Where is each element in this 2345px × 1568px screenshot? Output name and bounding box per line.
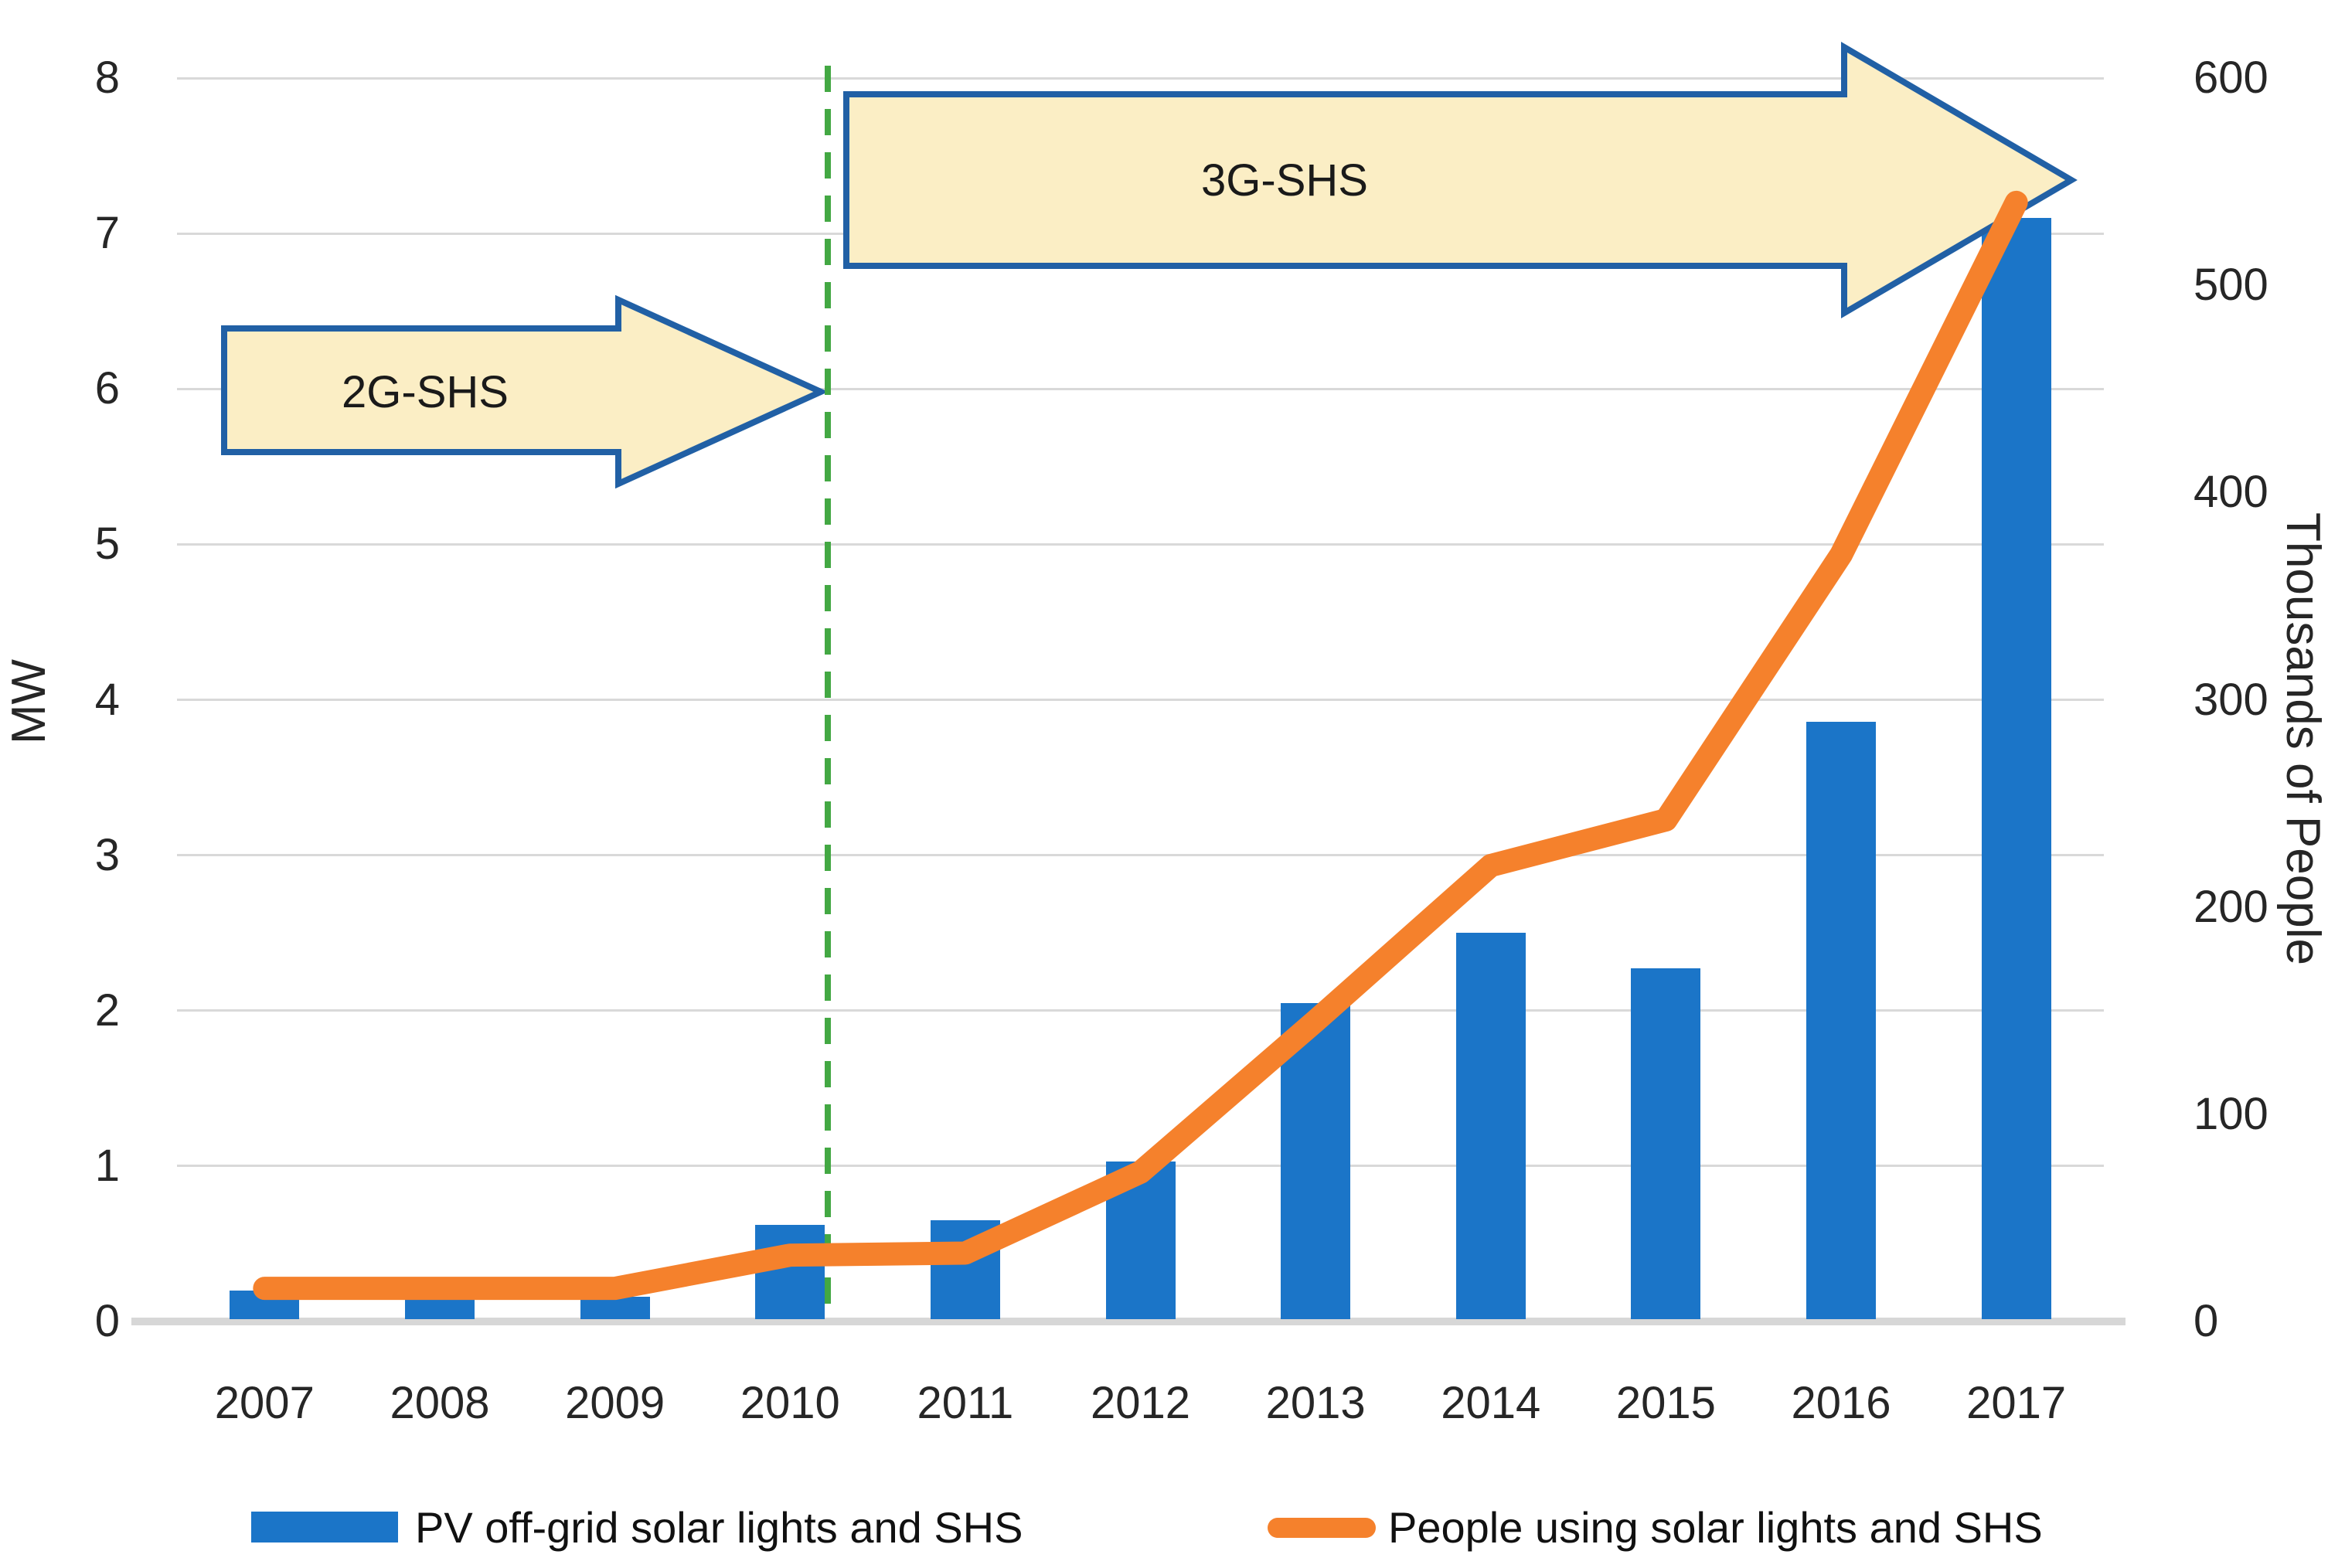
arrow-3g-shape [843,42,2078,318]
arrow-2g-label: 2G-SHS [342,367,509,417]
right-tick-100: 100 [2194,1088,2268,1139]
left-tick-7: 7 [94,208,120,259]
year-label-2012: 2012 [1090,1378,1191,1428]
left-tick-8: 8 [94,53,120,103]
left-tick-4: 4 [94,674,120,725]
right-tick-500: 500 [2194,260,2268,311]
gridline-3 [177,854,2104,857]
year-label-2008: 2008 [390,1378,490,1428]
arrow-2g-shape [221,294,829,489]
legend-label-bar: PV off-grid solar lights and SHS [415,1503,1023,1552]
right-tick-300: 300 [2194,674,2268,725]
right-tick-200: 200 [2194,881,2268,932]
bar-2015 [1631,968,1701,1319]
gridline-4 [177,699,2104,701]
gridline-6 [177,387,2104,390]
gridline-8 [177,77,2104,80]
year-label-2010: 2010 [740,1378,840,1428]
left-tick-3: 3 [94,829,120,880]
left-tick-1: 1 [94,1140,120,1191]
arrow-3g-label: 3G-SHS [1201,155,1368,206]
bar-2009 [580,1296,650,1319]
year-label-2016: 2016 [1791,1378,1891,1428]
year-label-2013: 2013 [1265,1378,1366,1428]
bar-2016 [1806,721,1877,1319]
right-tick-400: 400 [2194,467,2268,518]
bar-2008 [404,1298,475,1319]
right-tick-0: 0 [2194,1296,2219,1346]
year-label-2007: 2007 [214,1378,315,1428]
gridline-5 [177,543,2104,546]
left-axis-title: MW [2,658,56,745]
left-tick-0: 0 [94,1296,120,1346]
right-axis-title: Thousands of People [2276,512,2330,965]
right-tick-600: 600 [2194,53,2268,103]
year-label-2015: 2015 [1615,1378,1716,1428]
legend-swatch-line [1268,1518,1376,1538]
x-axis-line [131,1318,2125,1325]
gridline-2 [177,1009,2104,1012]
left-tick-2: 2 [94,985,120,1036]
year-label-2017: 2017 [1966,1378,2067,1428]
year-label-2014: 2014 [1441,1378,1541,1428]
left-tick-6: 6 [94,363,120,414]
left-tick-5: 5 [94,519,120,570]
year-label-2009: 2009 [565,1378,665,1428]
bar-2017 [1981,218,2051,1319]
line-series-people [253,190,2028,1301]
legend-swatch-bar [251,1512,398,1542]
bar-2014 [1455,933,1526,1319]
year-label-2011: 2011 [917,1378,1014,1428]
legend-label-line: People using solar lights and SHS [1388,1503,2043,1552]
bar-2010 [755,1225,825,1319]
